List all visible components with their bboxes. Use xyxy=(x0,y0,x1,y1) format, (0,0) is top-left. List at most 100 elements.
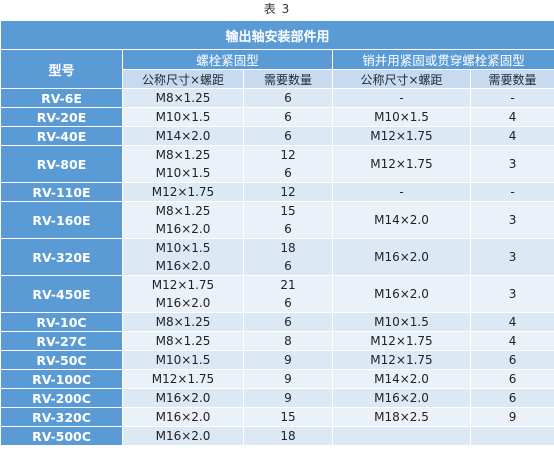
table-row: RV-50C M10×1.5 9 M12×1.75 6 xyxy=(0,350,554,370)
quantity-value: 6 xyxy=(284,315,292,329)
model-label: RV-50C xyxy=(36,352,87,368)
quantity-cell: 6 xyxy=(243,88,333,108)
nominal-size-value: M8×1.25 xyxy=(155,315,211,329)
nominal-size-value-2: M12×1.75 xyxy=(370,157,433,171)
model-cell: RV-160E xyxy=(0,201,123,239)
quantity-cell: 6 xyxy=(243,107,333,127)
nominal-size-value-2: M16×2.0 xyxy=(374,391,429,405)
quantity-cell-2: 6 xyxy=(469,388,554,408)
quantity-cell-2: 3 xyxy=(469,201,554,239)
nominal-size-value: M10×1.5 xyxy=(155,241,211,255)
table-row: RV-6E M8×1.25 6 - - xyxy=(0,88,554,108)
nominal-size-value: M16×2.0 xyxy=(155,296,211,310)
model-label: RV-200C xyxy=(32,390,91,406)
quantity-cell-2: 9 xyxy=(469,407,554,427)
nominal-size-value: M12×1.75 xyxy=(151,185,215,199)
nominal-size-value: M8×1.25 xyxy=(155,334,211,348)
quantity-cell-2: - xyxy=(469,88,554,108)
nominal-size-cell: M8×1.25 xyxy=(122,312,244,332)
quantity-cell: 12 xyxy=(243,182,333,202)
model-cell: RV-6E xyxy=(0,88,123,108)
quantity-value-2: 3 xyxy=(508,213,517,227)
quantity-cell-2: 3 xyxy=(469,275,554,313)
quantity-value: 6 xyxy=(284,296,292,310)
model-label: RV-100C xyxy=(32,371,91,387)
nominal-size-value-2: M10×1.5 xyxy=(374,315,429,329)
nominal-size-header: 公称尺寸×螺距 xyxy=(122,69,244,89)
quantity-cell: 9 xyxy=(243,388,333,408)
table-row: RV-80E M8×1.25 M10×1.5 12 6 M12×1.75 3 xyxy=(0,145,554,183)
nominal-size-value: M10×1.5 xyxy=(155,353,211,367)
nominal-size-value-2: M14×2.0 xyxy=(374,372,429,386)
quantity-value-2: 3 xyxy=(508,157,517,171)
model-cell: RV-50C xyxy=(0,350,123,370)
nominal-size-value: M8×1.25 xyxy=(155,148,211,162)
nominal-size-cell-2: M12×1.75 xyxy=(332,331,471,351)
quantity-cell-2: - xyxy=(469,182,554,202)
model-cell: RV-110E xyxy=(0,182,123,202)
nominal-size-value-2: - xyxy=(399,185,404,199)
nominal-size-value-2: M12×1.75 xyxy=(370,129,433,143)
nominal-size-cell-2: M14×2.0 xyxy=(332,369,471,389)
nominal-size-cell: M16×2.0 xyxy=(122,426,244,446)
model-cell: RV-80E xyxy=(0,145,123,183)
nominal-size-value: M14×2.0 xyxy=(155,129,211,143)
quantity-value: 6 xyxy=(284,110,292,124)
nominal-size-value: M16×2.0 xyxy=(155,222,211,236)
nominal-size-cell-2: M18×2.5 xyxy=(332,407,471,427)
model-label: RV-500C xyxy=(32,428,91,444)
quantity-value-2: 4 xyxy=(508,315,517,329)
model-label: RV-27C xyxy=(36,333,87,349)
nominal-size-cell: M10×1.5 xyxy=(122,350,244,370)
quantity-value-2: 6 xyxy=(508,391,517,405)
nominal-size-value: M16×2.0 xyxy=(155,391,211,405)
quantity-value-2: 3 xyxy=(508,287,517,301)
nominal-size-cell-2: M16×2.0 xyxy=(332,275,471,313)
quantity-cell-2: 4 xyxy=(469,107,554,127)
mounting-parts-table: 输出轴安装部件用 型号 螺栓紧固型 销并用紧固或贯穿螺栓紧固型 公称尺寸×螺距 … xyxy=(0,20,554,446)
quantity-cell: 18 6 xyxy=(243,238,333,276)
nominal-size-value: M16×2.0 xyxy=(155,429,211,443)
table-row: RV-40E M14×2.0 6 M12×1.75 4 xyxy=(0,126,554,146)
quantity-cell-2: 3 xyxy=(469,145,554,183)
quantity-value: 18 xyxy=(280,241,296,255)
quantity-cell-2 xyxy=(469,426,554,446)
nominal-size-cell: M12×1.75 M16×2.0 xyxy=(122,275,244,313)
quantity-cell: 9 xyxy=(243,350,333,370)
nominal-size-cell: M8×1.25 M10×1.5 xyxy=(122,145,244,183)
model-label: RV-320C xyxy=(32,409,91,425)
table-row: RV-27C M8×1.25 8 M12×1.75 4 xyxy=(0,331,554,351)
quantity-value: 6 xyxy=(284,259,292,273)
quantity-value: 8 xyxy=(284,334,292,348)
table-caption: 表 3 xyxy=(263,2,291,16)
quantity-cell: 18 xyxy=(243,426,333,446)
quantity-value: 12 xyxy=(280,148,296,162)
model-label: RV-450E xyxy=(32,286,91,302)
nominal-size-value: M8×1.25 xyxy=(155,204,211,218)
table-body: RV-6E M8×1.25 6- - RV-20E M10×1.5 6 M10×1.5 4 RV-… xyxy=(0,88,554,446)
bolt-fastening-header: 螺栓紧固型 xyxy=(122,49,333,70)
nominal-size-cell: M8×1.25 xyxy=(122,331,244,351)
nominal-size-cell-2: M10×1.5 xyxy=(332,312,471,332)
nominal-size-cell-2: - xyxy=(332,182,471,202)
nominal-size-cell: M14×2.0 xyxy=(122,126,244,146)
nominal-size-cell-2: M16×2.0 xyxy=(332,388,471,408)
nominal-size-value: M10×1.5 xyxy=(155,110,211,124)
model-cell: RV-27C xyxy=(0,331,123,351)
table-row: RV-20E M10×1.5 6 M10×1.5 4 xyxy=(0,107,554,127)
model-cell: RV-320C xyxy=(0,407,123,427)
quantity-cell-2: 4 xyxy=(469,331,554,351)
quantity-cell: 9 xyxy=(243,369,333,389)
quantity-cell: 12 6 xyxy=(243,145,333,183)
quantity-cell-2: 4 xyxy=(469,312,554,332)
pin-bolt-fastening-header: 销并用紧固或贯穿螺栓紧固型 xyxy=(331,49,554,70)
table-row: RV-160E M8×1.25 M16×2.0 15 6 M14×2.0 3 xyxy=(0,201,554,239)
model-cell: RV-450E xyxy=(0,275,123,313)
nominal-size-value: M16×2.0 xyxy=(155,410,211,424)
quantity-value: 6 xyxy=(284,91,292,105)
nominal-size-cell-2: M12×1.75 xyxy=(332,145,471,183)
model-cell: RV-100C xyxy=(0,369,123,389)
table-row: RV-100C M12×1.75 9 M14×2.0 6 xyxy=(0,369,554,389)
table-row: RV-320E M10×1.5 M16×2.0 18 6 M16×2.0 3 xyxy=(0,238,554,276)
model-label: RV-110E xyxy=(32,184,91,200)
